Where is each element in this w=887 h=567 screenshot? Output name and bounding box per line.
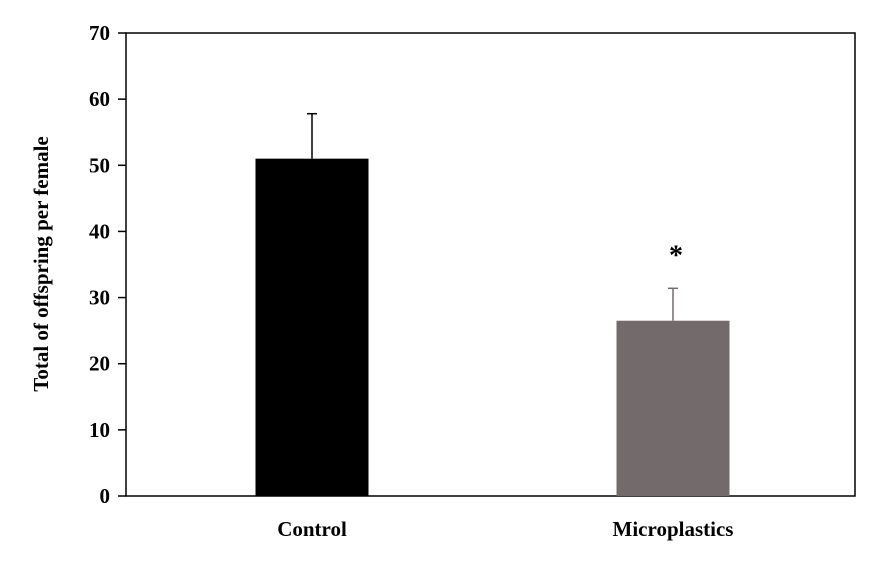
bars-group: *: [255, 112, 730, 496]
y-tick-label: 60: [89, 87, 110, 111]
x-tick-label: Microplastics: [613, 517, 734, 541]
bar-microplastics: [616, 320, 730, 496]
y-tick-label: 50: [89, 153, 110, 177]
y-tick-label: 20: [89, 352, 110, 376]
plot-frame: [125, 32, 856, 497]
y-tick-label: 70: [89, 21, 110, 45]
bar-control: [255, 158, 369, 496]
y-axis-label: Total of offspring per female: [29, 136, 53, 391]
significance-asterisk: *: [669, 240, 683, 271]
x-axis-labels: Control Microplastics: [277, 517, 733, 541]
y-axis-ticks: 0 10 20 30 40 50 60 70: [89, 21, 126, 508]
y-tick-label: 10: [89, 418, 110, 442]
x-tick-label: Control: [277, 517, 347, 541]
y-tick-label: 0: [100, 484, 111, 508]
y-tick-label: 30: [89, 286, 110, 310]
y-tick-label: 40: [89, 219, 110, 243]
